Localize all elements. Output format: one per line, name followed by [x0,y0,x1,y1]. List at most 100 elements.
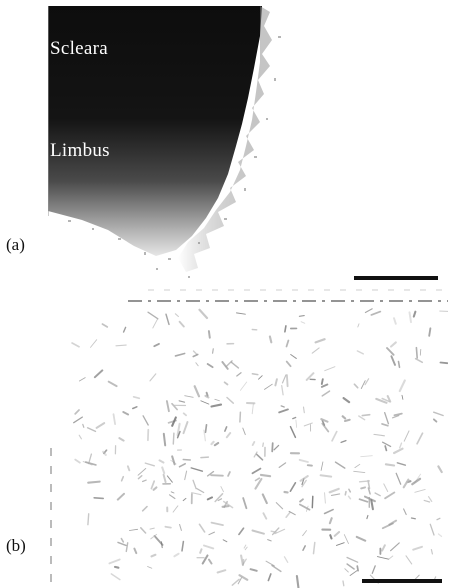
fiber-strand [321,422,330,433]
fiber-strand [311,495,314,509]
fiber-strand [236,372,242,377]
fiber-strand [328,487,340,494]
fiber-strand [312,541,316,555]
fiber-strand [253,451,258,458]
fiber-strand [346,556,359,563]
fiber-strand [84,461,97,466]
fiber-strand [353,383,359,389]
fiber-strand [210,440,215,446]
fiber-strand [290,353,297,359]
fiber-strand [403,508,407,516]
fiber-strand [333,531,341,537]
fiber-strand [251,467,262,475]
fiber-strand [162,432,167,447]
fiber-strand [358,498,369,503]
fiber-strand [220,486,224,493]
fiber-strand [439,361,448,365]
fiber-strand [437,465,443,474]
fiber-strand [271,527,280,536]
fiber-strand [329,534,333,540]
fiber-strand [251,373,259,376]
fiber-strand [323,508,334,515]
fiber-strand [207,330,211,339]
tissue-rough-edge [178,6,272,272]
fiber-strand [222,539,228,543]
fiber-strand [288,510,296,516]
collagen-fiber-image [50,300,448,588]
fiber-strand [120,475,125,482]
fiber-strand [423,499,431,503]
fiber-strand [214,493,224,503]
fiber-strand [285,339,290,348]
fiber-strand [298,315,305,317]
fiber-strand [414,357,424,364]
fiber-strand [196,488,205,494]
fiber-strand [204,394,210,399]
fiber-strand [300,321,306,324]
sclera-region-label: Scleara [50,38,109,59]
fiber-strand [320,418,329,423]
fiber-strand [120,537,125,543]
fiber-strand [113,565,120,569]
fiber-strand [182,458,192,461]
fiber-strand [242,558,247,566]
limbus-micrograph-image [48,6,448,291]
fiber-strand [289,482,297,492]
fiber-strand [128,528,139,531]
fiber-strand [367,487,371,495]
fiber-strand [344,490,347,496]
fiber-strand [398,379,406,393]
fiber-strand [227,471,231,477]
fiber-strand [274,378,278,387]
fiber-strand [366,514,369,520]
fiber-strand [280,405,285,408]
fiber-strand [240,554,244,567]
fiber-strand [396,462,407,466]
fiber-strand [137,474,143,480]
fiber-strand [346,563,355,570]
fiber-strand [171,455,176,466]
fiber-strand [178,320,185,328]
fiber-strand [430,549,433,555]
fiber-strand [265,560,275,567]
fiber-strand [170,491,175,494]
fiber-strand [86,427,97,433]
fiber-strand [144,462,155,467]
fiber-strand [225,432,232,439]
scale-bar-b [362,579,442,583]
fiber-strand [356,350,364,355]
fiber-strand [231,578,240,586]
fiber-strand [153,342,160,348]
fiber-strand [295,574,300,588]
fiber-strand [281,384,284,396]
fiber-strand [242,427,246,436]
fiber-strand [381,544,386,552]
fiber-strand [330,493,341,496]
fiber-strand [112,413,116,425]
fiber-strand [364,308,373,314]
fiber-strand [200,456,210,459]
fiber-strand [427,496,433,503]
fiber-strand [230,361,240,369]
fiber-strand [165,400,170,413]
fiber-strand [355,535,367,542]
fiber-strand [303,422,313,427]
fiber-strand [162,473,167,484]
fiber-strand [274,528,286,535]
fiber-strand [271,442,274,453]
fiber-strand [390,542,400,552]
fiber-strand [328,517,333,525]
fiber-strand [182,412,187,417]
fiber-strand [122,326,127,333]
fiber-strand [174,313,179,318]
fiber-strand [347,495,352,500]
fiber-strand [429,523,435,536]
fiber-strand [412,310,417,318]
fiber-strand [397,360,401,369]
fiber-strand [191,492,202,496]
fiber-strand [416,432,424,445]
fiber-strand [311,347,320,354]
fiber-strand [82,461,93,466]
fiber-strand [254,477,263,490]
fiber-strand [302,406,305,414]
